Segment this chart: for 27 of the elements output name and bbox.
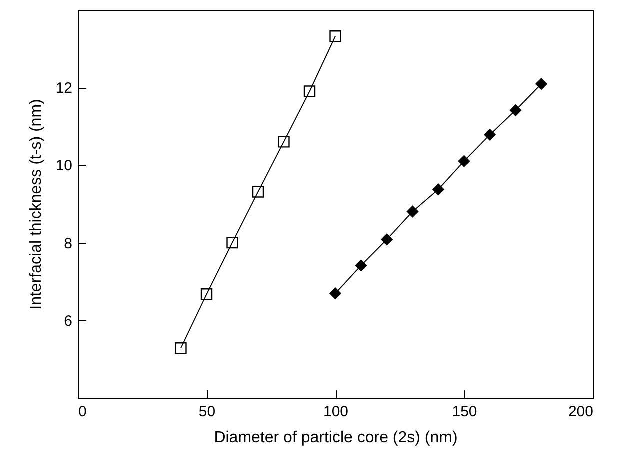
x-tick-label: 0 xyxy=(78,404,87,420)
point xyxy=(330,288,342,300)
x-tick-label: 100 xyxy=(323,404,349,420)
y-tick-label: 10 xyxy=(56,158,72,175)
point xyxy=(200,288,213,300)
point xyxy=(484,129,496,141)
y-tick-label: 6 xyxy=(64,312,72,330)
point xyxy=(381,234,393,246)
x-tick-label: 150 xyxy=(452,404,478,420)
point xyxy=(406,206,419,218)
x-tick-label: 50 xyxy=(198,404,216,420)
point xyxy=(355,260,368,272)
point xyxy=(458,155,470,168)
y-tick-label: 12 xyxy=(56,80,72,98)
point xyxy=(330,30,342,42)
y-tick-label: 8 xyxy=(64,235,72,252)
point xyxy=(304,86,316,98)
point xyxy=(175,342,187,354)
x-tick-label: 200 xyxy=(568,404,594,420)
point xyxy=(226,236,238,249)
point xyxy=(278,136,290,148)
point xyxy=(536,78,548,90)
x-axis-title: Diameter of particle core (2s) (nm) xyxy=(214,430,458,446)
point xyxy=(252,186,264,198)
y-axis-title: Interfacial thickness (t-s) (nm) xyxy=(28,99,45,310)
point xyxy=(510,104,522,116)
point xyxy=(432,184,444,196)
